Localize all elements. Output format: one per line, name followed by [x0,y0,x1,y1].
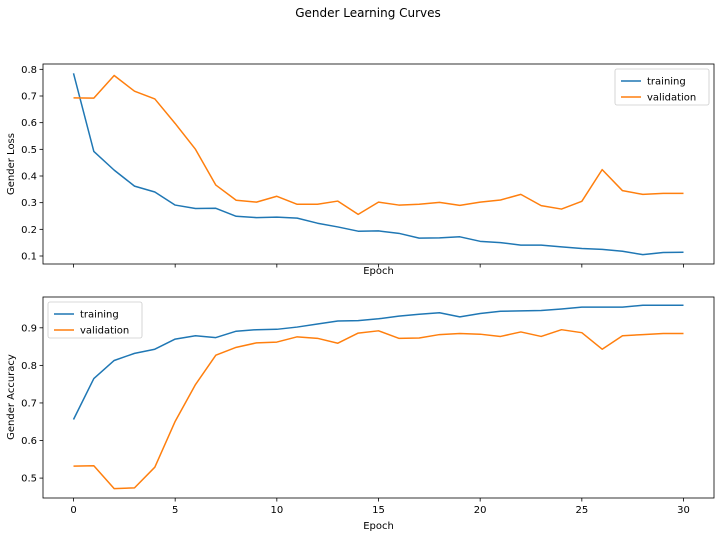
loss-y-tick-label: 0.3 [21,198,37,209]
accuracy-y-tick-label: 0.9 [21,323,37,334]
accuracy-y-axis-label: Gender Accuracy [6,354,17,440]
accuracy-y-tick-label: 0.7 [21,398,37,409]
loss-subplot: 0.1 0.2 0.3 0.4 0.5 0.6 0.7 0.8 Epoch Gender Lo… [6,63,715,277]
loss-y-tick-label: 0.1 [21,252,37,263]
accuracy-x-ticks: 0 5 10 15 20 25 30 [70,498,690,516]
loss-y-tick-label: 0.7 [21,92,37,103]
loss-x-ticks [73,264,684,268]
accuracy-x-tick-label: 0 [70,505,76,516]
accuracy-y-ticks: 0.5 0.6 0.7 0.8 0.9 [21,323,43,485]
accuracy-x-tick-label: 10 [270,505,283,516]
accuracy-legend-label-training: training [80,310,119,321]
accuracy-plot-lines [72,304,684,490]
loss-legend-label-validation: validation [647,93,696,104]
loss-validation-line [73,74,684,216]
accuracy-training-line [72,304,684,420]
accuracy-y-tick-label: 0.6 [21,436,37,447]
loss-y-tick-label: 0.5 [21,145,37,156]
accuracy-y-tick-label: 0.8 [21,361,37,372]
accuracy-x-axis-label: Epoch [363,521,394,532]
accuracy-x-tick-label: 15 [372,505,385,516]
accuracy-y-tick-label: 0.5 [21,474,37,485]
accuracy-x-tick-label: 5 [172,505,178,516]
accuracy-x-tick-label: 25 [575,505,588,516]
accuracy-x-tick-label: 20 [474,505,487,516]
loss-y-tick-label: 0.8 [21,65,37,76]
accuracy-subplot: 0 5 10 15 20 25 30 0.5 0.6 0.7 0.8 0.9 Epoch Gende… [6,296,715,532]
accuracy-legend: training validation [47,301,143,339]
loss-legend: training validation [614,68,710,106]
figure-title: Gender Learning Curves [295,6,441,20]
accuracy-legend-box [47,301,143,339]
accuracy-validation-line [73,328,684,490]
loss-y-tick-label: 0.4 [21,172,37,183]
loss-plot-lines [72,73,684,256]
loss-legend-label-training: training [647,77,686,88]
loss-y-ticks: 0.1 0.2 0.3 0.4 0.5 0.6 0.7 0.8 [21,65,43,263]
loss-training-line [72,73,684,256]
loss-y-axis-label: Gender Loss [6,133,17,195]
accuracy-x-tick-label: 30 [677,505,690,516]
accuracy-legend-label-validation: validation [80,326,129,337]
loss-legend-box [614,68,710,106]
loss-y-tick-label: 0.6 [21,118,37,129]
loss-y-tick-label: 0.2 [21,225,37,236]
loss-x-axis-label: Epoch [363,266,394,277]
